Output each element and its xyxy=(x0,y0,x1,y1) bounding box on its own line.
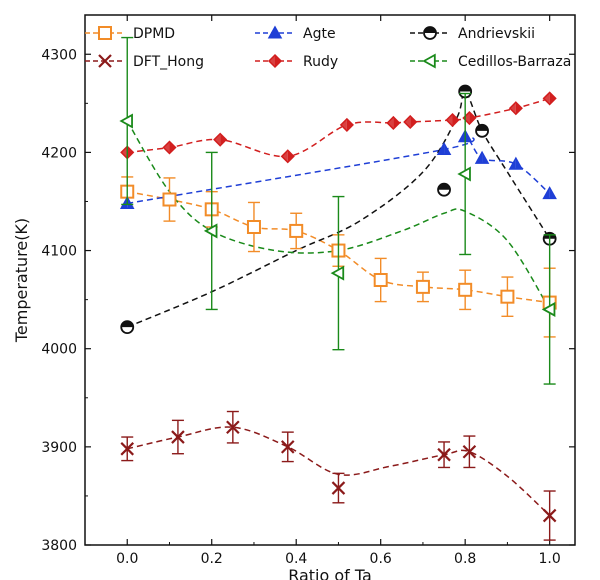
fit-curve-cedillos-barraza xyxy=(126,120,551,310)
fit-curve-andrievskii xyxy=(126,90,551,328)
x-tick-label: 0.8 xyxy=(454,551,476,567)
legend-item-andrievskii: Andrievskii xyxy=(410,26,535,42)
legend-item-cedillos-barraza: Cedillos-Barraza xyxy=(410,53,571,70)
data-point xyxy=(403,114,418,130)
y-tick-label: 4300 xyxy=(41,47,77,63)
y-tick-label: 3800 xyxy=(41,538,77,554)
legend-marker xyxy=(267,25,283,39)
data-point xyxy=(386,115,401,131)
y-tick-label: 3900 xyxy=(41,440,77,456)
legend-marker xyxy=(98,26,112,40)
data-point xyxy=(119,113,133,129)
data-point xyxy=(331,481,346,495)
data-point xyxy=(542,508,557,523)
data-point xyxy=(457,166,471,182)
data-point xyxy=(120,442,135,456)
series-agte xyxy=(119,129,557,209)
series-andrievskii xyxy=(120,84,557,335)
series-rudy xyxy=(120,91,557,164)
data-point xyxy=(246,220,261,234)
series-cedillos-barraza xyxy=(119,36,556,385)
data-point xyxy=(458,84,473,99)
data-point xyxy=(500,289,515,304)
data-point xyxy=(508,156,524,170)
data-point xyxy=(330,265,345,281)
legend-item-rudy: Rudy xyxy=(255,53,338,70)
fit-curve-rudy xyxy=(127,97,550,158)
x-tick-label: 0.2 xyxy=(201,551,223,567)
legend-label: Andrievskii xyxy=(458,26,535,42)
data-point xyxy=(289,223,304,238)
legend-item-dft-hong: DFT_Hong xyxy=(85,54,204,70)
legend-label: Rudy xyxy=(303,54,338,70)
data-point xyxy=(203,223,218,239)
data-point xyxy=(162,140,177,155)
fit-curve-dft_hong xyxy=(127,426,551,517)
data-point xyxy=(162,192,177,207)
y-tick-label: 4100 xyxy=(41,244,77,260)
data-point xyxy=(373,273,388,287)
legend-marker xyxy=(267,53,283,69)
data-point xyxy=(171,430,185,444)
data-point xyxy=(542,91,557,106)
x-tick-label: 0.4 xyxy=(285,551,307,567)
data-point xyxy=(542,186,557,200)
legend-label: Cedillos-Barraza xyxy=(458,54,571,70)
x-tick-label: 0.6 xyxy=(370,551,392,567)
x-tick-label: 0.0 xyxy=(116,551,138,567)
fit-curve-agte xyxy=(127,135,551,205)
data-point xyxy=(474,150,490,164)
legend-marker xyxy=(423,26,437,40)
legend-item-agte: Agte xyxy=(255,25,336,42)
y-tick-label: 4000 xyxy=(41,342,77,358)
legend-item-dpmd: DPMD xyxy=(85,26,175,42)
data-point xyxy=(437,447,451,462)
plot-frame xyxy=(84,14,576,546)
data-point xyxy=(415,279,430,294)
plot-area xyxy=(119,36,557,541)
data-point xyxy=(339,117,354,132)
data-point xyxy=(280,149,295,164)
legend-marker xyxy=(422,53,436,69)
x-axis-title: Ratio of Ta xyxy=(288,566,372,580)
data-point xyxy=(541,301,556,317)
data-point xyxy=(120,320,135,335)
data-point xyxy=(280,440,295,454)
data-point xyxy=(475,123,489,138)
series-dft-hong xyxy=(120,410,557,541)
legend-label: DPMD xyxy=(133,26,175,42)
data-point xyxy=(436,141,452,156)
data-point xyxy=(462,110,477,126)
data-point xyxy=(213,132,228,147)
data-point xyxy=(458,282,473,297)
data-point xyxy=(462,444,477,459)
data-point xyxy=(508,101,523,116)
data-point xyxy=(445,112,460,128)
legend: DPMD DFT_Hong Agte Rudy Andrievskii Cedillos-… xyxy=(85,25,571,70)
data-point xyxy=(226,420,240,435)
y-axis-title: Temperature(K) xyxy=(12,218,31,343)
legend-marker xyxy=(98,54,112,68)
legend-label: Agte xyxy=(303,26,336,42)
x-tick-label: 1.0 xyxy=(539,551,561,567)
data-point xyxy=(437,182,451,197)
y-tick-label: 4200 xyxy=(41,145,77,161)
legend-label: DFT_Hong xyxy=(133,54,204,70)
